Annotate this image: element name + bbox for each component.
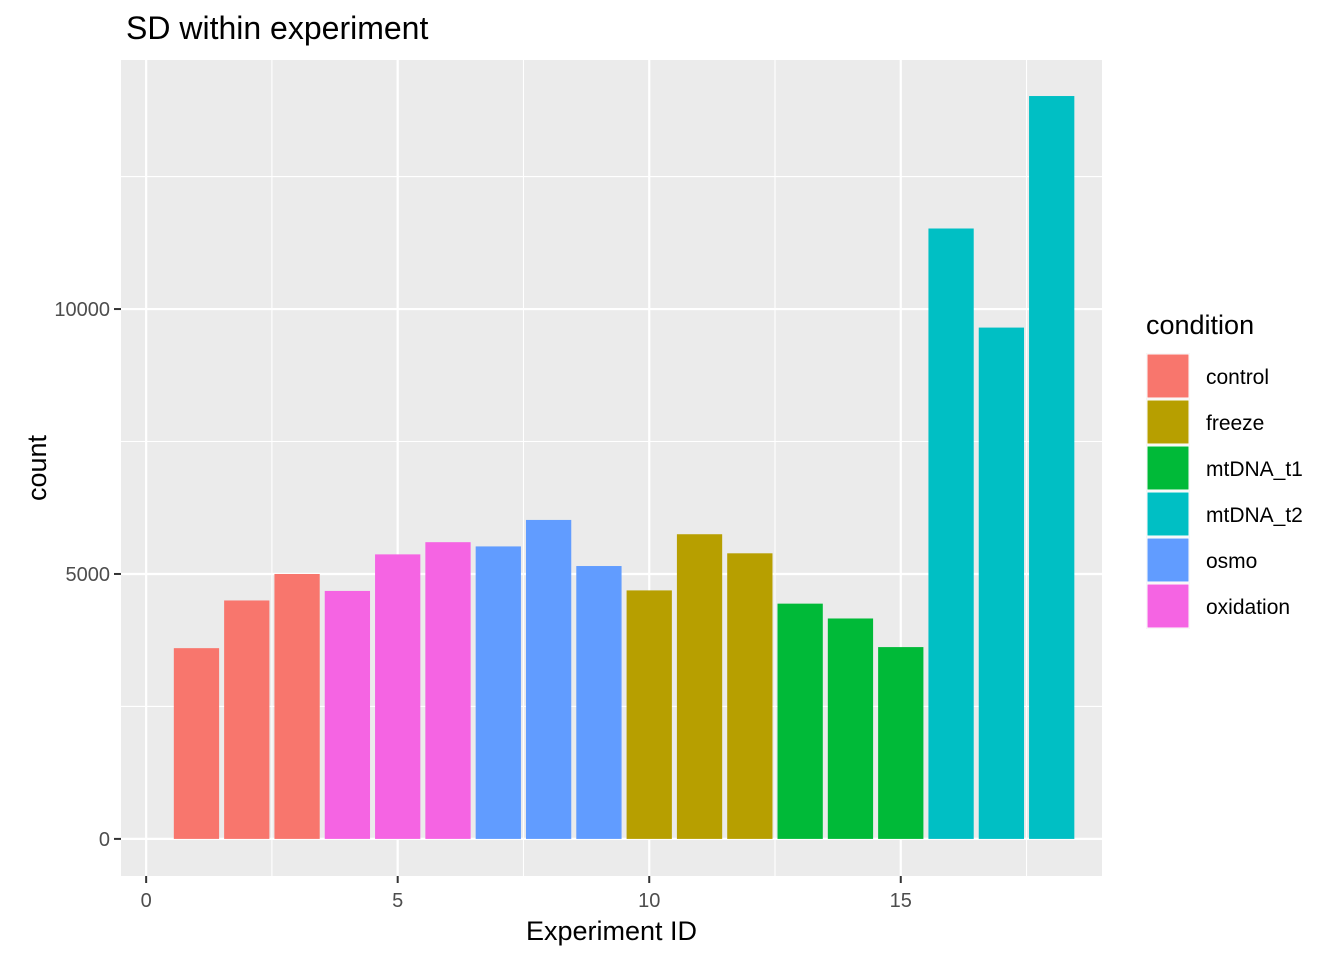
x-tick-label: 15 [890, 890, 912, 912]
legend-swatch-mtDNA_t2 [1146, 491, 1190, 537]
bar-experiment-6 [425, 542, 471, 839]
legend-swatch-control [1146, 353, 1190, 399]
x-axis-title: Experiment ID [526, 916, 697, 946]
bar-experiment-3 [274, 573, 320, 839]
y-tick-label: 0 [99, 829, 110, 851]
y-tick-label: 10000 [54, 299, 110, 321]
bar-experiment-5 [375, 554, 421, 839]
bar-experiment-16 [928, 228, 974, 839]
legend-swatch-osmo [1146, 537, 1190, 583]
bar-experiment-9 [576, 566, 622, 839]
bar-experiment-11 [676, 534, 723, 839]
bar-experiment-4 [324, 590, 371, 839]
legend-swatch-mtDNA_t1 [1146, 445, 1190, 491]
axes: 0 5 10 15 0 5000 10000 [54, 299, 912, 912]
bar-experiment-1 [173, 648, 220, 839]
legend: condition control freeze mtDNA_t1 mtDNA_t2o… [1146, 310, 1303, 629]
legend-label-control: control [1206, 366, 1269, 389]
bar-experiment-18 [1029, 96, 1075, 839]
legend-swatch-oxidation [1146, 583, 1190, 629]
bar-experiment-8 [525, 519, 572, 839]
x-tick-label: 5 [392, 890, 403, 912]
bar-experiment-12 [727, 553, 773, 839]
bar-experiment-10 [626, 590, 672, 839]
bar-experiment-13 [777, 603, 823, 839]
bars [173, 96, 1075, 839]
legend-label-oxidation: oxidation [1206, 596, 1290, 619]
bar-experiment-15 [878, 647, 924, 839]
bar-experiment-2 [224, 600, 270, 839]
legend-label-osmo: osmo [1206, 550, 1257, 573]
legend-label-freeze: freeze [1206, 412, 1264, 435]
y-tick-label: 5000 [66, 564, 111, 586]
x-tick-label: 0 [141, 890, 152, 912]
bar-experiment-17 [978, 327, 1025, 839]
bar-experiment-14 [827, 618, 874, 839]
chart-title: SD within experiment [126, 10, 428, 46]
legend-swatch-freeze [1146, 399, 1190, 445]
y-axis-title: count [22, 434, 52, 501]
x-tick-label: 10 [638, 890, 660, 912]
legend-label-mtDNA_t1: mtDNA_t1 [1206, 458, 1303, 481]
legend-label-mtDNA_t2: mtDNA_t2 [1206, 504, 1303, 527]
legend-title: condition [1146, 310, 1254, 340]
bar-experiment-7 [475, 546, 521, 839]
